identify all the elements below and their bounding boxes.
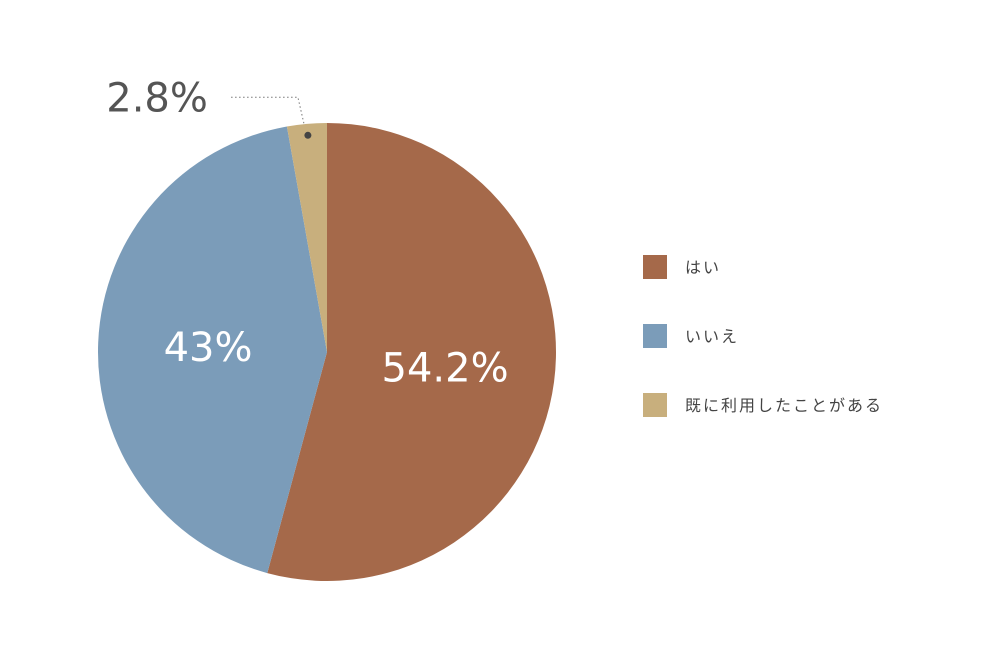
pie-slice [267, 123, 556, 581]
leader-dot [304, 131, 312, 139]
slice-label: 43% [164, 325, 253, 371]
pie-slice [286, 123, 327, 352]
legend-label: いいえ [685, 327, 739, 346]
leader-line [229, 96, 305, 124]
legend-swatch [643, 255, 667, 279]
legend-label: はい [685, 258, 721, 277]
pie-slice [98, 126, 327, 574]
slice-label: 2.8% [106, 75, 208, 121]
legend-swatch [643, 324, 667, 348]
legend-label: 既に利用したことがある [685, 396, 883, 415]
slice-label: 54.2% [382, 346, 509, 392]
legend-swatch [643, 393, 667, 417]
